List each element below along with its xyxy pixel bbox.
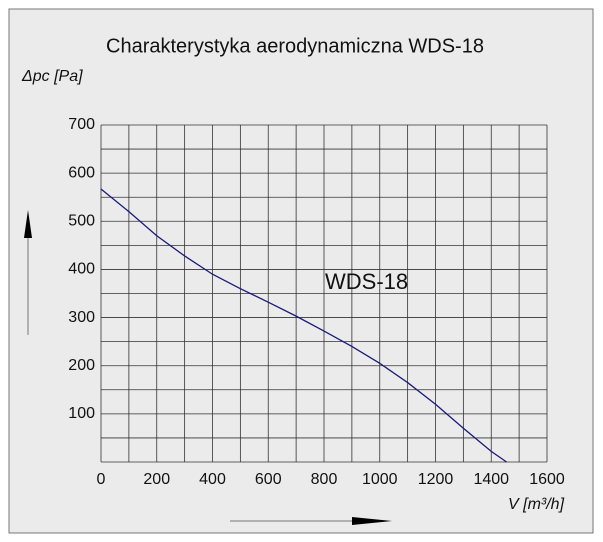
y-tick-label: 500 (68, 213, 95, 230)
x-tick-label: 1200 (418, 471, 454, 488)
y-tick-label: 100 (68, 405, 95, 422)
x-tick-label: 200 (143, 471, 170, 488)
y-tick-label: 400 (68, 261, 95, 278)
x-axis-label: V [m³/h] (508, 496, 565, 513)
y-tick-label: 200 (68, 357, 95, 374)
x-tick-label: 1000 (362, 471, 398, 488)
y-arrow (24, 210, 32, 335)
x-tick-label: 400 (199, 471, 226, 488)
y-tick-label: 300 (68, 309, 95, 326)
chart-title: Charakterystyka aerodynamiczna WDS-18 (106, 35, 484, 57)
annotation: WDS-18 (325, 269, 408, 294)
x-arrow (230, 517, 392, 525)
y-tick-label: 700 (68, 116, 95, 133)
x-tick-label: 1600 (529, 471, 565, 488)
x-tick-label: 600 (255, 471, 282, 488)
line-series (100, 188, 507, 463)
x-tick-label: 1400 (473, 471, 509, 488)
x-tick-label: 800 (311, 471, 338, 488)
y-tick-label: 600 (68, 164, 95, 181)
x-tick-label: 0 (97, 471, 106, 488)
y-axis-label: Δpc [Pa] (21, 68, 83, 85)
